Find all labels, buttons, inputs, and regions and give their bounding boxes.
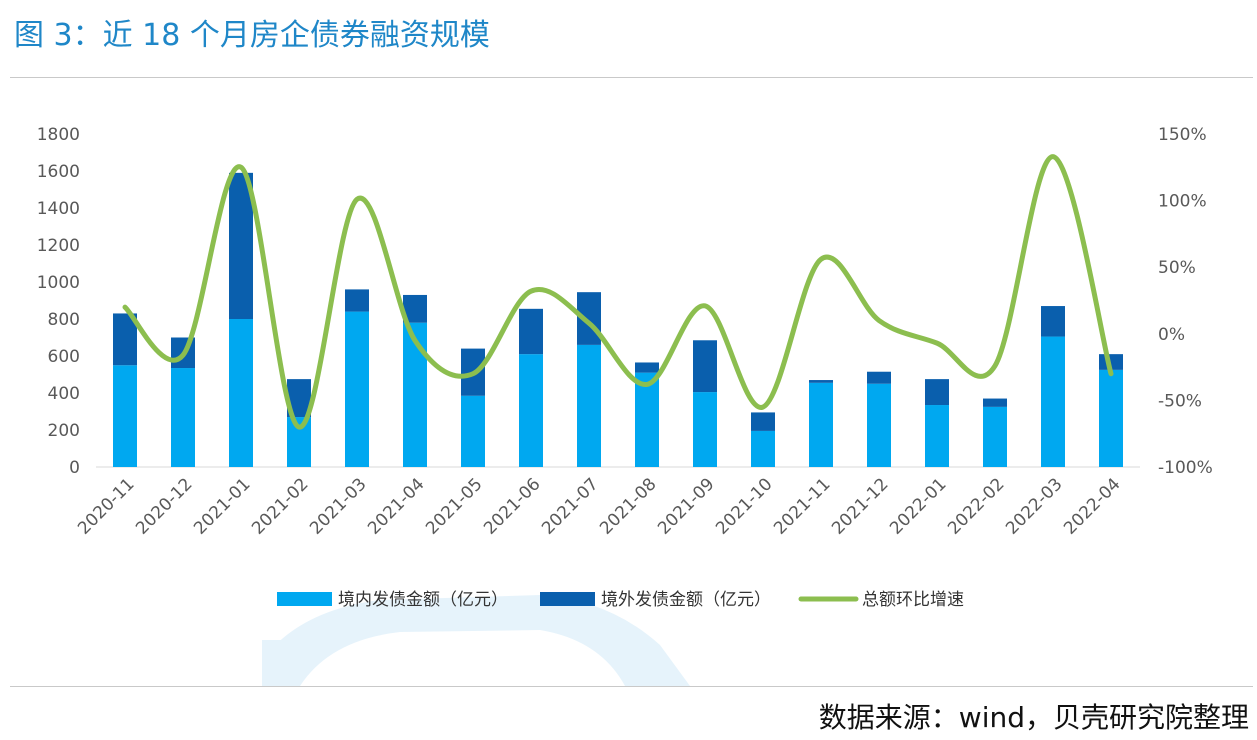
bar-domestic	[809, 382, 833, 467]
legend-label-domestic: 境内发债金额（亿元）	[338, 590, 508, 610]
x-axis-tick: 2022-01	[886, 474, 950, 538]
x-axis-tick: 2022-03	[1002, 474, 1066, 538]
left-axis-tick: 400	[48, 384, 80, 404]
x-axis-tick: 2021-12	[828, 474, 892, 538]
bar-domestic	[577, 344, 601, 467]
figure-title: 图 3：近 18 个月房企债券融资规模	[14, 18, 490, 53]
x-axis-tick: 2020-12	[132, 474, 196, 538]
bar-domestic	[519, 354, 543, 467]
right-axis-tick: -100%	[1158, 458, 1213, 478]
legend: 境内发债金额（亿元） 境外发债金额（亿元） 总额环比增速	[277, 590, 964, 610]
bar-domestic	[229, 319, 253, 467]
bar-domestic	[925, 405, 949, 467]
top-divider	[10, 77, 1253, 78]
bar-domestic	[461, 395, 485, 467]
left-axis-tick: 800	[48, 310, 80, 330]
right-axis-tick: 50%	[1158, 258, 1196, 278]
x-axis-tick: 2021-08	[596, 474, 660, 538]
bar-overseas	[635, 362, 659, 373]
x-axis-tick: 2021-10	[712, 474, 776, 538]
left-axis-tick: 600	[48, 347, 80, 367]
x-axis-tick: 2021-01	[190, 474, 254, 538]
growth-line	[122, 154, 1114, 430]
bar-overseas	[519, 308, 543, 355]
legend-swatch-domestic	[277, 592, 332, 606]
right-axis-tick: -50%	[1158, 391, 1202, 411]
bar-overseas	[867, 371, 891, 384]
legend-label-overseas: 境外发债金额（亿元）	[601, 590, 771, 610]
bar-domestic	[867, 383, 891, 467]
bars-group	[113, 172, 1123, 467]
left-axis-tick: 1800	[37, 125, 80, 145]
x-axis-tick: 2022-02	[944, 474, 1008, 538]
watermark-logo	[262, 595, 690, 686]
left-axis-tick: 1400	[37, 199, 80, 219]
x-axis-tick: 2021-03	[306, 474, 370, 538]
legend-swatch-overseas	[540, 592, 595, 606]
bar-domestic	[693, 392, 717, 467]
bar-overseas	[693, 340, 717, 393]
line-group	[122, 154, 1114, 430]
x-axis-tick: 2021-09	[654, 474, 718, 538]
left-axis-tick: 1600	[37, 162, 80, 182]
x-axis-tick: 2022-04	[1060, 474, 1124, 538]
bar-overseas	[983, 398, 1007, 407]
bottom-divider	[10, 686, 1253, 687]
x-axis-tick: 2021-02	[248, 474, 312, 538]
right-axis-tick: 100%	[1158, 192, 1207, 212]
bar-overseas	[1041, 306, 1065, 337]
right-axis-tick: 0%	[1158, 325, 1185, 345]
left-axis-tick: 1200	[37, 236, 80, 256]
x-axis-tick: 2021-04	[364, 474, 428, 538]
x-axis-tick: 2021-06	[480, 474, 544, 538]
left-axis-tick: 0	[69, 458, 80, 478]
x-axis-tick: 2021-07	[538, 474, 602, 538]
bar-domestic	[1041, 336, 1065, 467]
bar-domestic	[751, 430, 775, 467]
bar-domestic	[171, 368, 195, 467]
bar-overseas	[345, 289, 369, 312]
chart: 0 200 400 600 800 1000 1200 1400 1600 1800 150% 100…	[37, 125, 1213, 686]
bar-domestic	[1099, 369, 1123, 467]
bar-domestic	[403, 322, 427, 467]
right-axis-tick: 150%	[1158, 125, 1207, 145]
bar-domestic	[113, 365, 137, 467]
legend-label-growth: 总额环比增速	[862, 590, 964, 610]
x-axis-tick: 2020-11	[74, 474, 138, 538]
bar-overseas	[809, 380, 833, 383]
left-axis-tick: 1000	[37, 273, 80, 293]
x-axis-tick: 2021-05	[422, 474, 486, 538]
bar-domestic	[345, 311, 369, 467]
bar-overseas	[229, 172, 253, 319]
bar-domestic	[983, 406, 1007, 467]
data-source: 数据来源：wind，贝壳研究院整理	[818, 701, 1249, 734]
bar-overseas	[751, 412, 775, 431]
left-axis-tick: 200	[48, 421, 80, 441]
x-axis-tick: 2021-11	[770, 474, 834, 538]
bar-overseas	[925, 379, 949, 406]
bar-domestic	[635, 372, 659, 467]
